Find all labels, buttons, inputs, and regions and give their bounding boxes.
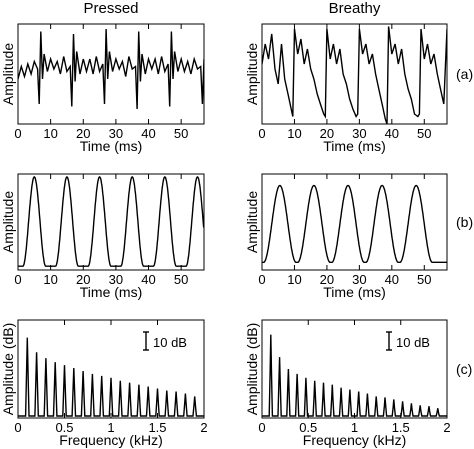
x-tick-label: 0.5 [55,420,73,435]
x-tick-label: 10 [43,272,57,287]
x-tick-label: 30 [109,272,123,287]
y-axis-label: Amplitude (dB) [0,323,16,416]
chart-panel-2: 0 10 20 30 40 50 Time (ms) Amplitude [0,173,205,300]
y-axis-label: Amplitude [244,191,260,253]
x-tick-label: 40 [385,126,399,141]
x-tick-label: 10 [287,126,301,141]
x-axis-label: Frequency (kHz) [59,432,162,448]
x-axis-label: Time (ms) [80,284,142,300]
x-tick-label: 50 [417,272,431,287]
series-line [262,184,447,263]
x-tick-label: 30 [352,126,366,141]
row-label: (b) [456,214,473,230]
y-axis-label: Amplitude [0,43,16,105]
x-tick-label: 0 [258,126,265,141]
x-tick-label: 40 [141,272,155,287]
x-tick-label: 2 [443,420,450,435]
series-line [18,28,204,110]
x-tick-label: 50 [174,126,188,141]
x-tick-label: 0.5 [299,420,317,435]
x-tick-label: 0 [258,272,265,287]
x-tick-label: 30 [109,126,123,141]
x-tick-label: 1.5 [392,420,410,435]
x-tick-label: 0 [14,126,21,141]
column-title: Pressed [83,0,138,17]
x-tick-label: 0 [258,420,265,435]
x-tick-label: 20 [320,126,334,141]
x-tick-label: 20 [76,272,90,287]
series-line [262,26,447,124]
chart-panel-4: 0 0.5 1 1.5 2 Frequency (kHz) Amplitude (dB) 10… [0,319,208,448]
x-tick-label: 50 [174,272,188,287]
x-axis-label: Time (ms) [80,138,142,154]
row-label: (a) [456,66,473,82]
x-tick-label: 1 [107,420,114,435]
chart-panel-5: (c) 0 0.5 1 1.5 2 Frequency (kHz) Amplitude (dB… [244,319,472,448]
x-tick-label: 40 [141,126,155,141]
y-axis-label: Amplitude [244,43,260,105]
x-tick-label: 50 [417,126,431,141]
x-tick-label: 0 [14,420,21,435]
series-line [18,176,204,267]
y-axis-label: Amplitude [0,191,16,253]
chart-panel-3: (b) 0 10 20 30 40 50 Time (ms) Amplitude [244,173,473,300]
x-tick-label: 30 [352,272,366,287]
x-axis-label: Time (ms) [323,138,385,154]
x-axis-label: Time (ms) [323,284,385,300]
scale-bar-label: 10 dB [396,335,430,350]
chart-panel-1: Breathy (a) 0 10 20 30 40 50 Time (ms) Amplitude [244,0,473,154]
chart-panel-0: Pressed 0 10 20 30 40 50 Time (ms) Amplitude [0,0,205,154]
x-tick-label: 0 [14,272,21,287]
column-title: Breathy [329,0,381,17]
x-tick-label: 2 [200,420,207,435]
x-tick-label: 40 [385,272,399,287]
plot-frame [261,173,448,271]
x-tick-label: 1.5 [148,420,166,435]
x-tick-label: 20 [320,272,334,287]
y-axis-label: Amplitude (dB) [244,323,260,416]
scale-bar-label: 10 dB [153,335,187,350]
x-tick-label: 1 [351,420,358,435]
series-line [18,337,204,417]
x-tick-label: 20 [76,126,90,141]
x-tick-label: 10 [287,272,301,287]
plot-frame [17,23,205,125]
plot-frame [261,23,448,125]
row-label: (c) [456,361,472,377]
plot-frame [17,173,205,271]
x-axis-label: Frequency (kHz) [303,432,406,448]
x-tick-label: 10 [43,126,57,141]
